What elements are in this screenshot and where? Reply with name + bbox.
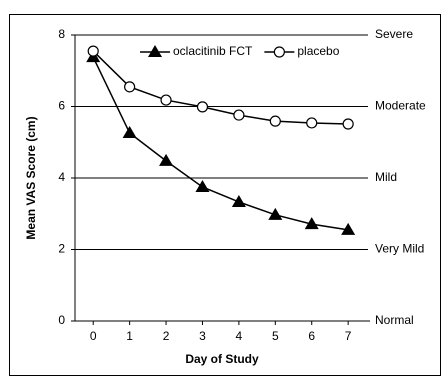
series-line [92, 50, 349, 125]
marker [159, 153, 174, 166]
marker [87, 45, 99, 57]
x-tick-label: 3 [199, 329, 206, 343]
y2-tick-label: Very Mild [375, 242, 424, 256]
marker [160, 94, 172, 106]
x-tick-label: 1 [126, 329, 133, 343]
legend-label: oclacitinib FCT [173, 44, 253, 58]
x-tick-label: 7 [345, 329, 352, 343]
marker [304, 217, 319, 230]
y2-tick-label: Severe [375, 27, 413, 41]
y-tick-label: 0 [58, 313, 65, 327]
marker [124, 81, 136, 93]
marker [231, 194, 246, 207]
x-tick-label: 0 [90, 329, 97, 343]
y-tick-label: 4 [58, 170, 65, 184]
y2-tick-label: Normal [375, 313, 414, 327]
marker [233, 109, 245, 121]
x-tick-label: 6 [308, 329, 315, 343]
y2-tick-label: Moderate [375, 99, 426, 113]
marker [122, 125, 137, 138]
x-tick-label: 4 [236, 329, 243, 343]
marker [342, 118, 354, 130]
y-tick-label: 2 [58, 242, 65, 256]
marker [148, 45, 162, 57]
x-tick-label: 2 [163, 329, 170, 343]
x-tick-label: 5 [272, 329, 279, 343]
y-axis-label: Mean VAS Score (cm) [24, 116, 38, 239]
marker [341, 222, 356, 235]
x-axis-label: Day of Study [185, 352, 259, 366]
marker [306, 117, 318, 129]
frame [9, 14, 441, 376]
marker [273, 46, 285, 58]
marker [268, 207, 283, 220]
legend-label: placebo [297, 44, 339, 58]
marker [195, 179, 210, 192]
marker [196, 101, 209, 113]
marker [269, 115, 281, 127]
y-tick-label: 8 [58, 27, 65, 41]
y2-tick-label: Mild [375, 170, 397, 184]
y-tick-label: 6 [58, 99, 65, 113]
